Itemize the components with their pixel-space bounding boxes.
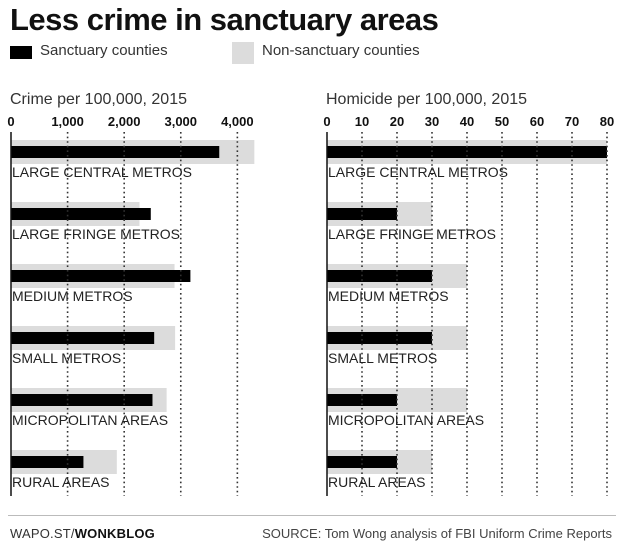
chart-2-bar-sanctuary	[327, 332, 432, 344]
chart-2-category-label: MEDIUM METROS	[328, 288, 449, 304]
chart-1-title: Crime per 100,000, 2015	[10, 91, 187, 108]
chart-1-tick-label: 3,000	[164, 114, 197, 129]
footer-divider	[8, 515, 616, 516]
chart-2-bar-sanctuary	[327, 208, 397, 220]
chart-1-bar-sanctuary	[11, 208, 151, 220]
chart-2-category-label: MICROPOLITAN AREAS	[328, 412, 484, 428]
chart-2-tick-label: 70	[565, 114, 579, 129]
chart-1-tick-label: 0	[7, 114, 14, 129]
chart-1-category-label: SMALL METROS	[12, 350, 121, 366]
legend-swatch-sanctuary	[10, 46, 32, 59]
chart-2-tick-label: 10	[355, 114, 369, 129]
legend-label-sanctuary: Sanctuary counties	[40, 42, 168, 59]
page-title: Less crime in sanctuary areas	[10, 2, 439, 37]
chart-1-category-label: MICROPOLITAN AREAS	[12, 412, 168, 428]
chart-1-bar-sanctuary	[11, 394, 153, 406]
chart-1-category-label: RURAL AREAS	[12, 474, 110, 490]
chart-1-tick-label: 4,000	[221, 114, 254, 129]
chart-1-bar-sanctuary	[11, 456, 84, 468]
chart-2-tick-label: 40	[460, 114, 474, 129]
chart-2-bar-sanctuary	[327, 270, 432, 282]
chart-2-category-label: LARGE FRINGE METROS	[328, 226, 496, 242]
chart-2-category-label: LARGE CENTRAL METROS	[328, 164, 508, 180]
footer-brand-suffix: WONKBLOG	[74, 526, 155, 541]
chart-2-tick-label: 50	[495, 114, 509, 129]
chart-2-tick-label: 80	[600, 114, 614, 129]
chart-1-tick-label: 1,000	[51, 114, 84, 129]
footer-brand: WAPO.ST/WONKBLOG	[10, 526, 155, 541]
legend-swatch-non-sanctuary	[232, 42, 254, 64]
chart-1-bar-sanctuary	[11, 146, 220, 158]
chart-1-category-label: LARGE CENTRAL METROS	[12, 164, 192, 180]
chart-1-category-label: MEDIUM METROS	[12, 288, 133, 304]
chart-2-tick-label: 60	[530, 114, 544, 129]
chart-2-tick-label: 0	[323, 114, 330, 129]
chart-1-category-label: LARGE FRINGE METROS	[12, 226, 180, 242]
legend-label-non-sanctuary: Non-sanctuary counties	[262, 42, 420, 59]
chart-2-title: Homicide per 100,000, 2015	[326, 91, 527, 108]
chart-2-tick-label: 20	[390, 114, 404, 129]
chart-2-tick-label: 30	[425, 114, 439, 129]
chart-1-tick-label: 2,000	[108, 114, 141, 129]
chart-2-category-label: RURAL AREAS	[328, 474, 426, 490]
footer-brand-prefix: WAPO.ST/	[10, 526, 75, 541]
footer-source: SOURCE: Tom Wong analysis of FBI Uniform…	[262, 526, 612, 541]
chart-1-bar-sanctuary	[11, 332, 155, 344]
chart-2-bar-sanctuary	[327, 456, 397, 468]
chart-2-category-label: SMALL METROS	[328, 350, 437, 366]
chart-1-bar-sanctuary	[11, 270, 191, 282]
